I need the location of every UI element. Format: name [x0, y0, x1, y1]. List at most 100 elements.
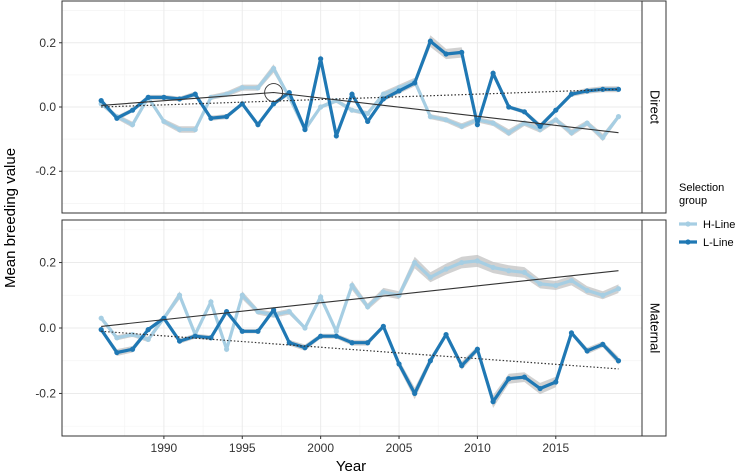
data-point-l-line [412, 80, 418, 86]
x-tick-label: 2015 [542, 441, 569, 455]
data-point-h-line [600, 292, 606, 298]
y-tick-label: -0.2 [35, 164, 56, 178]
data-point-l-line [286, 340, 292, 346]
y-tick-label: -0.2 [35, 386, 56, 400]
x-tick-label: 2005 [386, 441, 413, 455]
legend-title: group [679, 195, 707, 207]
data-point-l-line [145, 94, 151, 100]
data-point-h-line [459, 123, 465, 129]
data-point-l-line [584, 348, 590, 354]
trend-line-h-line [101, 91, 619, 134]
data-point-l-line [365, 340, 371, 346]
data-point-l-line [161, 94, 167, 100]
strip-direct-box [641, 0, 667, 214]
data-point-h-line [600, 134, 606, 141]
y-tick-label: 0.2 [39, 36, 56, 50]
data-point-l-line [271, 101, 277, 107]
data-point-h-line [114, 335, 120, 341]
data-point-l-line [615, 86, 622, 92]
data-point-l-line [176, 96, 183, 102]
data-point-l-line [255, 122, 261, 128]
data-point-l-line [380, 323, 386, 329]
strip-label-maternal: Maternal [648, 303, 663, 354]
strip-maternal-box [641, 219, 667, 437]
data-point-l-line [176, 338, 183, 344]
data-point-h-line [145, 336, 151, 343]
trend-line-l-line [101, 330, 619, 370]
data-point-l-line [553, 107, 559, 113]
data-point-l-line [145, 327, 151, 333]
data-point-h-line [553, 117, 559, 123]
data-point-l-line [396, 88, 402, 94]
data-point-h-line [537, 281, 543, 287]
data-point-l-line [223, 114, 230, 120]
data-point-h-line [208, 299, 214, 305]
data-point-h-line [223, 346, 230, 352]
data-point-h-line [365, 110, 371, 117]
data-point-h-line [255, 309, 261, 315]
data-point-h-line [239, 85, 245, 91]
data-point-l-line [302, 126, 308, 133]
data-point-l-line [412, 390, 418, 397]
data-point-l-line [192, 333, 198, 339]
data-point-l-line [568, 330, 575, 336]
data-point-l-line [333, 133, 339, 139]
y-tick-label: 0.2 [39, 256, 56, 270]
data-point-l-line [584, 88, 590, 94]
data-point-l-line [568, 91, 575, 97]
legend-label-h-line: H-Line [703, 219, 735, 231]
data-point-l-line [192, 91, 198, 97]
data-point-l-line [537, 385, 543, 392]
data-point-l-line [600, 341, 606, 347]
data-point-l-line [474, 122, 481, 128]
data-point-h-line [255, 85, 261, 91]
trend-line-h-line [101, 270, 619, 327]
data-point-h-line [161, 118, 167, 125]
data-point-h-line [568, 277, 575, 284]
data-point-l-line [349, 91, 355, 97]
data-point-h-line [286, 309, 292, 315]
data-point-l-line [490, 70, 496, 76]
data-point-l-line [114, 115, 120, 121]
data-point-l-line [459, 363, 465, 369]
legend-key-point-h-line [685, 221, 691, 227]
strip-label-direct: Direct [648, 90, 663, 124]
data-point-h-line [490, 120, 496, 126]
data-point-l-line [349, 340, 355, 346]
data-point-h-line [506, 130, 512, 136]
data-point-l-line [239, 101, 245, 107]
data-point-h-line [302, 325, 308, 331]
data-point-h-line [239, 292, 245, 298]
highlight-circle-marker [264, 83, 284, 102]
data-point-l-line [318, 333, 324, 339]
data-point-h-line [553, 282, 559, 289]
data-point-l-line [427, 38, 433, 44]
x-tick-label: 2010 [464, 441, 491, 455]
data-point-h-line [490, 264, 496, 271]
data-point-l-line [271, 307, 277, 313]
data-point-l-line [474, 346, 481, 352]
data-point-h-line [271, 65, 277, 72]
y-tick-label: 0.0 [39, 321, 56, 335]
data-point-h-line [474, 258, 481, 264]
legend-key-point-l-line [685, 239, 691, 245]
data-point-l-line [537, 123, 543, 129]
data-point-l-line [506, 376, 512, 382]
data-point-l-line [459, 49, 465, 55]
data-point-h-line [584, 287, 590, 293]
data-point-l-line [553, 379, 559, 385]
data-point-l-line [443, 331, 449, 338]
data-point-h-line [349, 282, 355, 289]
data-point-h-line [584, 120, 590, 126]
data-point-h-line [380, 289, 386, 295]
legend-label-l-line: L-Line [703, 237, 734, 249]
data-point-h-line [521, 269, 528, 275]
data-point-h-line [365, 304, 371, 310]
x-axis-title: Year [336, 458, 366, 475]
x-tick-label: 2000 [307, 441, 334, 455]
data-point-l-line [239, 328, 245, 334]
data-point-l-line [129, 346, 136, 352]
data-point-l-line [521, 109, 528, 115]
